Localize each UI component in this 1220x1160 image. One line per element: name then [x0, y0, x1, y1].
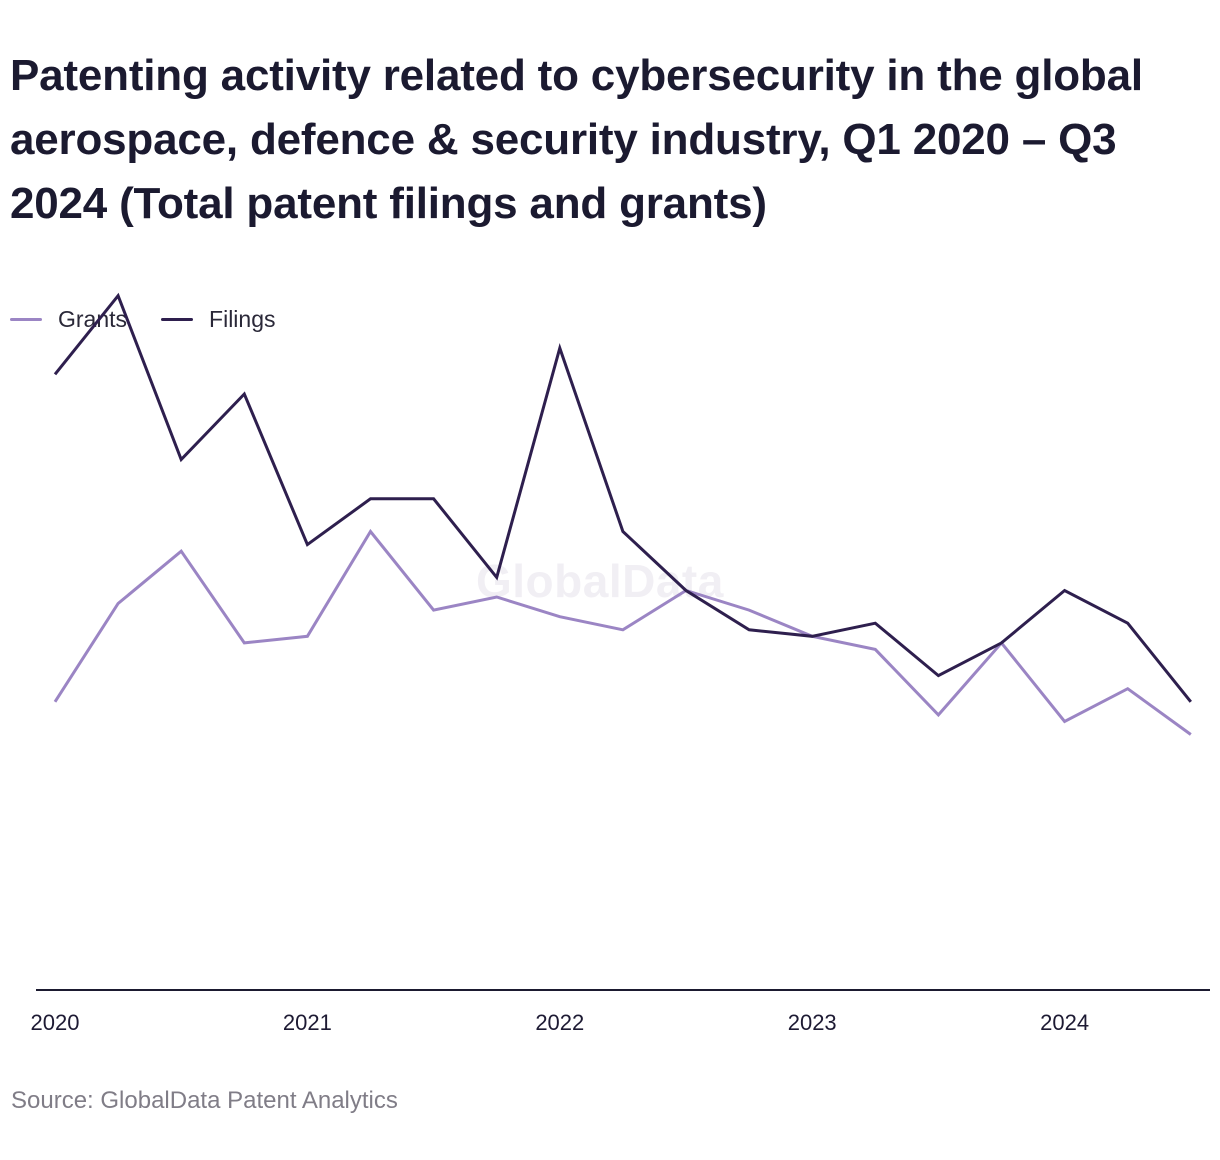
data-point-filings-2020-Q4	[243, 393, 246, 396]
data-point-filings-2022-Q4	[748, 628, 751, 631]
data-point-filings-2020-Q1	[54, 373, 57, 376]
data-point-filings-2020-Q3	[180, 458, 183, 461]
data-point-grants-2023-Q2	[874, 648, 877, 651]
data-point-grants-2022-Q4	[748, 609, 751, 612]
legend-swatch-grants	[10, 318, 42, 321]
data-point-grants-2021-Q1	[306, 635, 309, 638]
data-point-filings-2021-Q1	[306, 543, 309, 546]
x-tick-label-2024: 2024	[1040, 1010, 1089, 1035]
data-point-filings-2020-Q2	[117, 294, 120, 297]
data-point-filings-2024-Q1	[1063, 589, 1066, 592]
data-point-filings-2024-Q3	[1189, 700, 1192, 703]
legend-item-filings: Filings	[161, 306, 276, 333]
data-point-filings-2022-Q2	[621, 530, 624, 533]
data-point-grants-2020-Q2	[117, 602, 120, 605]
data-point-filings-2023-Q1	[811, 635, 814, 638]
data-point-filings-2024-Q2	[1126, 622, 1129, 625]
data-point-filings-2021-Q2	[369, 497, 372, 500]
legend-swatch-filings	[161, 318, 194, 321]
x-tick-label-2020: 2020	[31, 1010, 80, 1035]
data-point-filings-2021-Q3	[432, 497, 435, 500]
data-point-grants-2022-Q2	[621, 628, 624, 631]
data-point-grants-2021-Q4	[495, 596, 498, 599]
data-point-filings-2023-Q4	[1000, 641, 1003, 644]
data-point-grants-2023-Q3	[937, 713, 940, 716]
series-line-grants	[53, 528, 1192, 736]
data-point-grants-2020-Q1	[54, 700, 57, 703]
legend-label-filings: Filings	[209, 306, 276, 332]
data-point-grants-2024-Q1	[1063, 720, 1066, 723]
data-point-filings-2021-Q4	[495, 576, 498, 579]
data-point-grants-2024-Q2	[1126, 687, 1129, 690]
data-point-grants-2021-Q2	[369, 530, 372, 533]
data-point-grants-2024-Q3	[1189, 733, 1192, 736]
data-point-grants-2022-Q1	[558, 615, 561, 618]
chart-title: Patenting activity related to cybersecur…	[10, 51, 1143, 228]
series-line-filings	[53, 292, 1192, 703]
watermark: GlobalData	[476, 555, 724, 607]
data-point-filings-2023-Q2	[874, 622, 877, 625]
data-point-grants-2020-Q4	[243, 641, 246, 644]
data-point-filings-2023-Q3	[937, 674, 940, 677]
data-point-grants-2021-Q3	[432, 609, 435, 612]
source-note: Source: GlobalData Patent Analytics	[11, 1087, 398, 1114]
x-tick-label-2021: 2021	[283, 1010, 332, 1035]
x-tick-label-2023: 2023	[788, 1010, 837, 1035]
data-point-filings-2022-Q3	[685, 589, 688, 592]
data-point-filings-2022-Q1	[558, 347, 561, 350]
x-tick-label-2022: 2022	[535, 1010, 584, 1035]
data-point-grants-2020-Q3	[180, 550, 183, 553]
